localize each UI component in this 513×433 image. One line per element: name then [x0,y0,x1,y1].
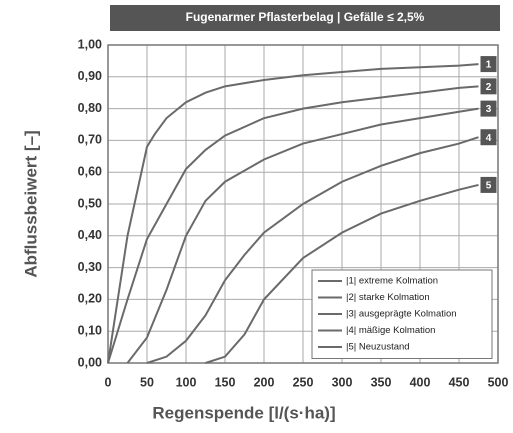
line-label: 4 [486,133,492,144]
x-tick-label: 100 [176,375,197,389]
y-tick-label: 0,20 [78,292,102,306]
x-tick-label: 350 [371,375,392,389]
x-tick-label: 450 [449,375,470,389]
y-tick-label: 0,60 [78,164,102,178]
chart-title: Fugenarmer Pflasterbelag | Gefälle ≤ 2,5… [186,10,425,24]
line-badge [480,176,497,193]
legend-text: |5| Neuzustand [346,342,410,353]
x-tick-label: 200 [254,375,275,389]
y-tick-label: 0,10 [78,323,102,337]
legend-text: |4| mäßige Kolmation [346,325,435,336]
line-badge [480,100,497,117]
y-tick-label: 0,30 [78,260,102,274]
x-tick-label: 250 [293,375,314,389]
line [146,136,479,364]
x-tick-label: 500 [488,375,509,389]
y-tick-label: 0,40 [78,228,102,242]
plot-frame [107,44,499,364]
x-tick-label: 300 [332,375,353,389]
legend-text: |2| starke Kolmation [346,292,430,303]
y-tick-label: 0,00 [78,355,102,369]
x-tick-label: 150 [215,375,236,389]
line-badge [480,129,497,146]
line [126,107,479,364]
y-tick-label: 1,00 [78,37,102,51]
line [107,63,479,364]
legend-text: |3| ausgeprägte Kolmation [346,309,457,320]
legend-text: |1| extreme Kolmation [346,276,438,287]
y-tick-label: 0,70 [78,133,102,147]
y-tick-label: 0,80 [78,101,102,115]
x-tick-label: 400 [410,375,431,389]
line-label: 1 [486,60,492,71]
line-badge [480,56,497,73]
x-tick-label: 50 [140,375,154,389]
line-label: 2 [486,82,492,93]
line [205,183,479,364]
y-tick-label: 0,90 [78,69,102,83]
line-label: 5 [486,181,492,192]
x-tick-label: 0 [105,375,112,389]
title-bar [110,5,500,31]
line-badge [480,78,497,95]
line-label: 3 [486,104,492,115]
line [107,85,479,364]
x-axis-label: Regenspende [l/(s·ha)] [152,403,335,422]
y-axis-label: Abflussbeiwert [–] [21,130,40,277]
y-tick-label: 0,50 [78,196,102,210]
